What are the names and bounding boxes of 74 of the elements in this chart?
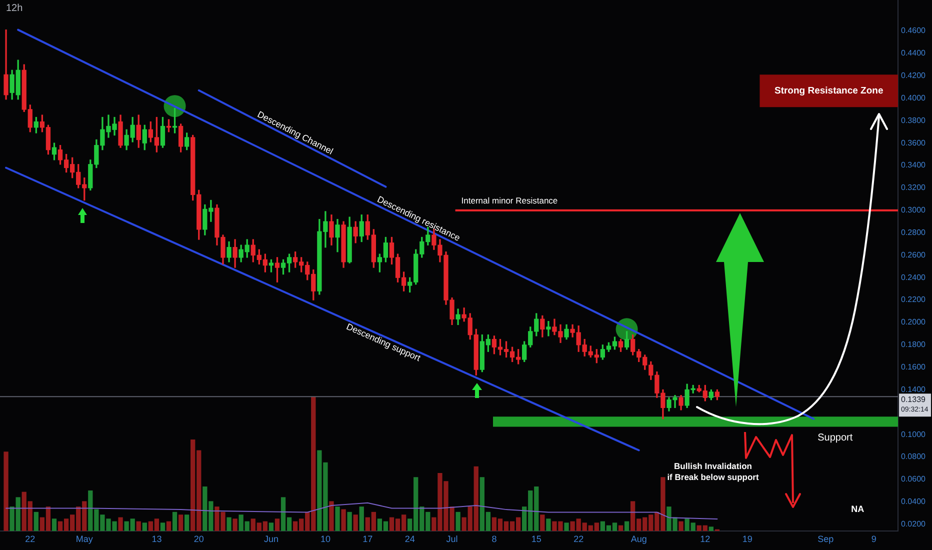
y-tick-label: 0.4600 [901, 26, 926, 36]
bar [540, 514, 545, 531]
bar [335, 506, 340, 531]
y-tick-label: 0.0800 [901, 452, 926, 462]
y-tick-label: 0.3000 [901, 206, 926, 215]
x-tick-label: Aug [630, 534, 647, 544]
bar [353, 514, 358, 531]
bar [329, 501, 334, 531]
bar [347, 512, 352, 531]
bar [142, 522, 147, 531]
bar [232, 518, 238, 531]
x-tick-label: 15 [531, 534, 542, 544]
y-tick-label: 0.3400 [901, 160, 926, 170]
y-tick-label: 0.1600 [901, 362, 926, 372]
y-tick-label: 0.2200 [901, 295, 926, 304]
bar [546, 518, 551, 531]
y-tick-label: 0.0600 [901, 474, 926, 484]
x-tick-label: 9 [871, 534, 876, 544]
x-tick-label: 17 [362, 534, 373, 544]
bar [160, 522, 166, 531]
bar [274, 518, 280, 531]
bar [359, 506, 364, 531]
y-tick-label: 0.1800 [901, 340, 926, 350]
bar [624, 521, 630, 531]
annotation: Bullish Invalidation if Break below support [667, 460, 759, 482]
y-tick-label: 0.2000 [901, 318, 926, 327]
y-tick-label: 0.4400 [901, 48, 926, 58]
y-tick-label: 0.2600 [901, 250, 926, 260]
y-tick-label: 0.3200 [901, 183, 926, 192]
y-tick-label: 0.0400 [901, 497, 926, 506]
x-tick-label: Jun [264, 534, 278, 544]
y-tick-label: 0.4000 [901, 93, 926, 102]
bar [184, 514, 190, 531]
x-tick-label: 24 [404, 534, 415, 544]
x-tick-label: 20 [194, 534, 204, 544]
bar [226, 517, 232, 531]
y-tick-label: 0.2400 [901, 272, 926, 282]
bar [178, 514, 184, 531]
x-tick-label: 22 [574, 534, 584, 544]
bar [678, 521, 684, 531]
x-tick-label: 13 [152, 534, 162, 544]
x-tick-label: Jul [446, 534, 458, 544]
bar [708, 526, 714, 531]
bar [564, 522, 569, 531]
y-tick-label: 0.0200 [901, 519, 926, 528]
x-tick-label: 12 [700, 534, 710, 544]
bar [618, 525, 624, 531]
chart-title: 12h [6, 3, 23, 14]
bar [34, 512, 38, 531]
y-tick-label: 0.4200 [901, 70, 926, 80]
band-label: Support [818, 432, 853, 444]
bar [136, 521, 141, 531]
ref-line-label: Internal minor Resistance [461, 196, 558, 206]
bar [456, 512, 460, 531]
bar [52, 518, 57, 531]
x-tick-label: Sep [818, 534, 834, 544]
x-tick-label: 19 [742, 534, 752, 544]
bar [118, 517, 123, 531]
y-tick-label: 0.1400 [901, 384, 926, 394]
band-label: Strong Resistance Zone [774, 86, 884, 97]
bar [4, 452, 8, 531]
bar [268, 522, 274, 531]
bar [172, 512, 178, 531]
y-tick-label: 0.1000 [901, 430, 926, 439]
x-tick-label: 10 [320, 534, 330, 544]
y-tick-label: 0.3600 [901, 138, 926, 148]
annotation: NA [851, 504, 865, 514]
x-tick-label: 8 [492, 534, 497, 544]
y-tick-label: 0.3800 [901, 116, 926, 125]
bar [166, 521, 172, 531]
bar [341, 509, 346, 531]
x-tick-label: May [76, 534, 94, 544]
y-tick-label: 0.2800 [901, 228, 926, 237]
x-tick-label: 22 [25, 534, 36, 544]
